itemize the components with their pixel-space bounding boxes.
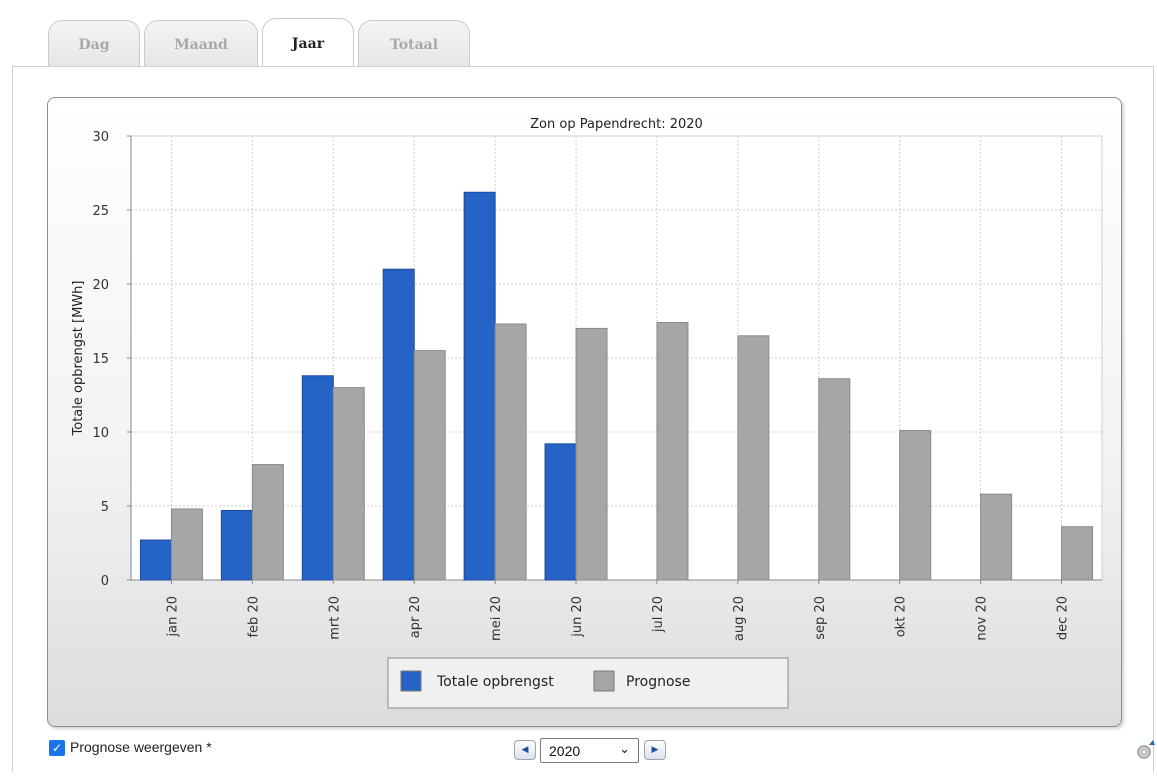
prognose-checkbox-label: Prognose weergeven *	[70, 739, 212, 755]
bar-prognose	[251, 464, 284, 581]
chart-controls: ✓ Prognose weergeven * ◀ 2020 ⌄ ▶	[0, 736, 1157, 776]
x-tick-label: jun 20	[570, 596, 585, 638]
bar-prognose	[332, 387, 365, 581]
previous-year-button[interactable]: ◀	[514, 740, 536, 760]
x-tick-label: mrt 20	[327, 596, 342, 640]
x-tick-label: apr 20	[408, 596, 423, 638]
bar-prognose	[170, 508, 203, 581]
bar-prognose	[494, 323, 527, 581]
bar-prognose	[980, 493, 1013, 581]
bar-prognose	[899, 430, 932, 581]
x-tick-label: nov 20	[975, 596, 990, 641]
y-tick-label: 15	[92, 352, 109, 367]
y-tick-label: 0	[101, 574, 109, 589]
bar-totale-opbrengst	[301, 375, 334, 581]
y-tick-label: 10	[92, 426, 109, 441]
yield-chart: 0 5 10 15 20 25 30 jan 20 feb 20 mrt 20 apr 20 mei …	[71, 117, 1103, 709]
bar-prognose	[818, 378, 851, 581]
tab-jaar[interactable]: Jaar	[262, 18, 354, 68]
year-select[interactable]: 2020 ⌄	[540, 738, 639, 763]
x-tick-label: mei 20	[489, 596, 504, 641]
prognose-checkbox[interactable]: ✓	[49, 740, 65, 756]
bar-prognose	[1061, 526, 1094, 581]
legend-label: Prognose	[626, 674, 690, 690]
bar-totale-opbrengst	[544, 443, 577, 581]
gear-icon[interactable]	[1134, 739, 1156, 761]
chevron-left-icon: ◀	[521, 745, 529, 755]
y-tick-label: 30	[92, 130, 109, 145]
y-tick-label: 25	[92, 204, 109, 219]
chart-title: Zon op Papendrecht: 2020	[530, 117, 703, 132]
y-axis-label: Totale opbrengst [MWh]	[71, 281, 86, 437]
bar-prognose	[413, 350, 446, 581]
bar-totale-opbrengst	[463, 191, 496, 581]
x-tick-label: dec 20	[1056, 596, 1071, 640]
chevron-down-icon: ⌄	[619, 741, 630, 756]
chevron-right-icon: ▶	[651, 745, 659, 755]
bar-prognose	[737, 335, 770, 581]
year-select-value: 2020	[549, 742, 581, 759]
legend-box	[387, 657, 789, 709]
x-tick-label: jan 20	[165, 596, 180, 638]
y-tick-label: 5	[101, 500, 109, 515]
bar-prognose	[575, 327, 608, 581]
tab-maand[interactable]: Maand	[144, 20, 258, 68]
bar-totale-opbrengst	[220, 509, 253, 581]
tab-bar: Dag Maand Jaar Totaal	[48, 18, 470, 68]
y-tick-label: 20	[92, 278, 109, 293]
legend: Totale opbrengst Prognose	[387, 657, 789, 709]
bar-totale-opbrengst	[382, 268, 415, 581]
bar-prognose	[656, 321, 689, 581]
legend-swatch	[593, 670, 615, 692]
x-tick-label: okt 20	[894, 596, 909, 637]
legend-label: Totale opbrengst	[436, 674, 554, 690]
x-tick-label: sep 20	[813, 596, 828, 640]
x-tick-label: feb 20	[246, 596, 261, 638]
tab-dag[interactable]: Dag	[48, 20, 140, 68]
bar-totale-opbrengst	[139, 539, 172, 581]
x-tick-label: aug 20	[732, 596, 747, 641]
tab-totaal[interactable]: Totaal	[358, 20, 470, 68]
x-tick-label: jul 20	[651, 596, 666, 633]
next-year-button[interactable]: ▶	[644, 740, 666, 760]
legend-swatch	[400, 670, 422, 692]
